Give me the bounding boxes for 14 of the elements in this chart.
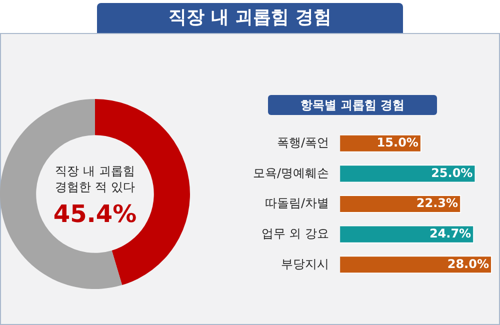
y-tick-label: 따돌림/차별 [264, 196, 330, 210]
data-label: 15.0% [376, 135, 418, 150]
y-tick-label: 부당지시 [281, 256, 330, 271]
y-tick-label: 모욕/명예훼손 [252, 166, 330, 180]
data-label: 28.0% [447, 256, 489, 271]
chart-title: 항목별 괴롭힘 경험 [268, 95, 437, 115]
text: 직장 내 괴롭힘 경험한 적 있다 [55, 164, 135, 194]
y-tick-label: 업무 외 강요 [261, 226, 330, 240]
data-label: 22.3% [416, 196, 458, 210]
text: 직장 내 괴롭힘 경험 [97, 3, 403, 33]
y-tick-label: 폭행/폭언 [276, 135, 330, 150]
data-label: 25.0% [431, 166, 473, 180]
data-label: 24.7% [429, 226, 472, 240]
text: 45.4% [53, 200, 137, 228]
